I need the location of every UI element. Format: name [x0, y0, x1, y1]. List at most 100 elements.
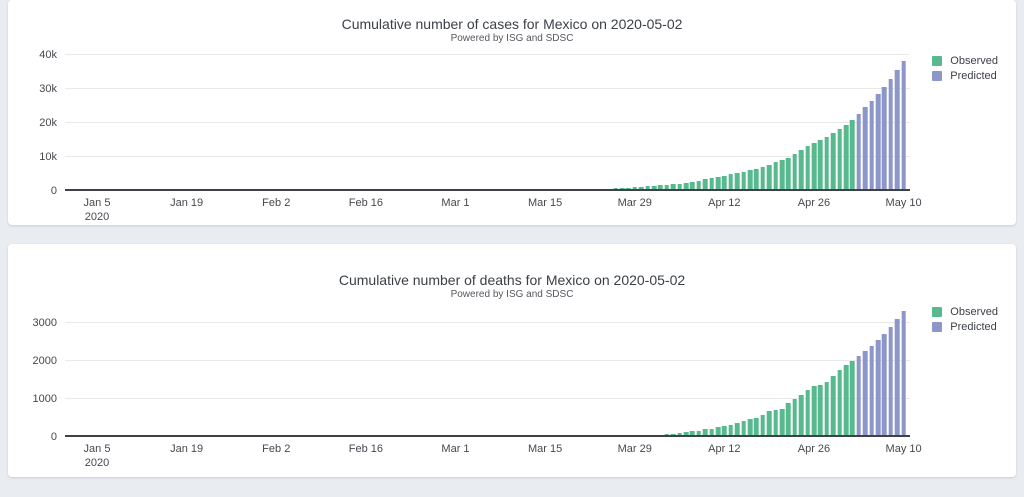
predicted-bar: [882, 86, 887, 190]
legend-item-predicted[interactable]: Predicted: [932, 68, 998, 83]
observed-bar: [690, 431, 695, 436]
gridline: [65, 360, 910, 361]
observed-bar: [760, 166, 766, 190]
observed-bar: [766, 164, 772, 190]
x-tick-label: Apr 26: [797, 197, 831, 209]
observed-bar: [805, 389, 810, 436]
x-tick-label: May 10: [885, 197, 922, 209]
observed-bar: [850, 361, 855, 436]
observed-bar: [741, 171, 746, 190]
observed-swatch-icon: [932, 306, 943, 317]
observed-bar: [818, 140, 823, 190]
gridline: [65, 322, 910, 323]
x-axis-line: [65, 435, 910, 437]
observed-bar: [824, 381, 830, 436]
y-tick-label: 3000: [32, 317, 57, 329]
x-tick-label: May 10: [885, 443, 922, 455]
observed-bar: [670, 184, 676, 190]
observed-bar: [638, 186, 644, 190]
legend-item-observed[interactable]: Observed: [932, 304, 998, 319]
predicted-bar: [856, 356, 862, 436]
observed-swatch-icon: [932, 55, 943, 66]
y-tick-label: 40k: [39, 49, 57, 61]
y-tick-label: 30k: [39, 83, 57, 95]
gridline: [65, 122, 910, 123]
observed-bar: [690, 181, 695, 190]
observed-bar: [798, 150, 804, 190]
observed-bar: [709, 178, 714, 190]
observed-bar: [722, 425, 727, 436]
y-tick-label: 0: [50, 185, 57, 197]
cases-legend: Observed Predicted: [932, 53, 998, 83]
observed-bar: [632, 187, 638, 190]
observed-bar: [728, 424, 734, 436]
observed-bar: [779, 408, 785, 436]
observed-bar: [773, 409, 778, 436]
predicted-swatch-icon: [932, 321, 943, 332]
observed-bar: [830, 133, 836, 190]
deaths-chart-card: Cumulative number of deaths for Mexico o…: [8, 244, 1016, 477]
legend-item-predicted[interactable]: Predicted: [932, 319, 998, 334]
observed-bar: [677, 433, 682, 436]
observed-bar: [658, 185, 663, 190]
deaths-plot-area[interactable]: 0 1000 2000 3000 Jan 5 2020 Jan 19 Feb 2 Feb 16 M…: [33, 302, 922, 469]
observed-bar: [830, 376, 836, 436]
legend-item-observed[interactable]: Observed: [932, 53, 998, 68]
x-tick-label: Mar 15: [527, 443, 563, 455]
gridline: [65, 54, 910, 55]
observed-bar: [747, 170, 753, 190]
observed-bar: [683, 432, 689, 436]
x-tick-label: Mar 1: [441, 443, 470, 455]
cases-chart-subtitle: Powered by ISG and SDSC: [450, 33, 574, 44]
observed-bar: [843, 365, 849, 436]
deaths-legend: Observed Predicted: [932, 304, 998, 334]
predicted-bar: [894, 70, 900, 190]
observed-bar: [766, 411, 772, 436]
observed-bar: [754, 168, 759, 190]
observed-bar: [645, 186, 650, 190]
x-tick-label: Feb 16: [348, 443, 383, 455]
gridline: [65, 156, 910, 157]
predicted-bar: [901, 310, 906, 436]
observed-bar: [696, 180, 702, 190]
x-tick-label: Mar 15: [527, 197, 563, 209]
x-tick-label: Apr 12: [708, 443, 741, 455]
observed-bar: [824, 137, 830, 190]
y-tick-label: 20k: [39, 117, 57, 129]
predicted-bar: [869, 345, 874, 436]
observed-bar: [773, 161, 778, 190]
predicted-bar: [894, 319, 900, 436]
legend-predicted-label: Predicted: [950, 69, 997, 82]
observed-bar: [843, 124, 849, 190]
observed-bar: [722, 175, 727, 190]
observed-bar: [779, 160, 785, 190]
x-tick-label: Jan 5 2020: [83, 197, 111, 223]
observed-bar: [702, 179, 708, 190]
x-tick-label: Mar 1: [441, 197, 470, 209]
deaths-chart-title: Cumulative number of deaths for Mexico o…: [338, 272, 686, 288]
observed-bar: [786, 157, 791, 190]
y-tick-label: 1000: [32, 393, 57, 405]
observed-bar: [798, 395, 804, 436]
observed-bar: [837, 129, 842, 190]
x-tick-label: Jan 19: [170, 443, 204, 455]
observed-bar: [805, 146, 810, 190]
observed-bar: [837, 370, 842, 436]
observed-bar: [651, 185, 657, 190]
predicted-bar: [875, 340, 881, 436]
x-tick-label: Apr 12: [708, 197, 741, 209]
x-tick-label: Feb 16: [348, 197, 383, 209]
cases-plot-area[interactable]: 0 10k 20k 30k 40k Jan 5 2020 Jan 19 Feb 2 Feb 16 M…: [39, 46, 921, 223]
gridline: [65, 88, 910, 89]
deaths-chart-subtitle: Powered by ISG and SDSC: [450, 289, 574, 300]
observed-bar: [709, 428, 714, 436]
predicted-swatch-icon: [932, 70, 943, 81]
observed-bar: [715, 176, 721, 190]
predicted-bar: [875, 94, 881, 190]
observed-bar: [702, 429, 708, 436]
x-tick-label: Feb 2: [262, 443, 291, 455]
cases-chart-card: Cumulative number of cases for Mexico on…: [8, 0, 1016, 225]
observed-bar: [683, 182, 689, 190]
observed-bar: [811, 142, 817, 190]
observed-bar: [728, 174, 734, 190]
